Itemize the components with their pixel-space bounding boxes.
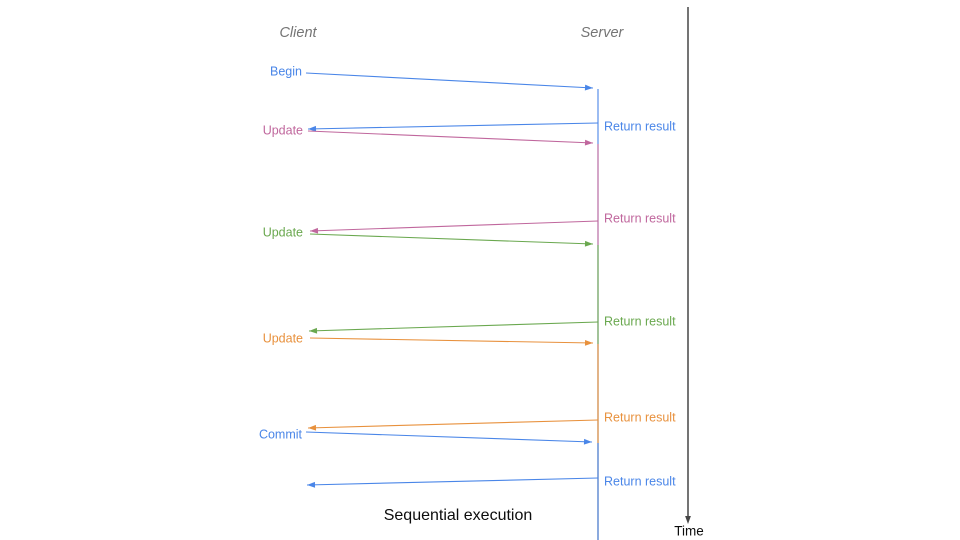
- return-result-label-update-1: Return result: [604, 212, 676, 226]
- request-line-commit: [305, 431, 593, 443]
- diagram-caption: Sequential execution: [383, 507, 533, 524]
- time-axis-arrowhead-icon: [685, 516, 691, 524]
- request-arrowhead-icon: [584, 84, 593, 91]
- return-line-update-3: [307, 419, 599, 429]
- request-arrowhead-icon: [584, 339, 593, 346]
- request-arrowhead-icon: [584, 240, 593, 247]
- server-column-label: Server: [580, 25, 624, 41]
- request-arrowhead-icon: [583, 438, 592, 445]
- time-axis-label: Time: [674, 523, 704, 539]
- message-label-commit: Commit: [259, 428, 303, 442]
- return-arrowhead-icon: [309, 327, 318, 334]
- request-line-begin: [305, 72, 594, 89]
- return-arrowhead-icon: [308, 125, 317, 132]
- message-label-update-3: Update: [263, 332, 303, 346]
- return-result-label-update-3: Return result: [604, 411, 676, 425]
- return-result-label-commit: Return result: [604, 475, 676, 489]
- return-arrowhead-icon: [310, 227, 319, 234]
- request-arrowhead-icon: [584, 139, 593, 146]
- return-line-commit: [306, 477, 599, 486]
- message-label-begin: Begin: [270, 65, 302, 79]
- request-line-update-3: [309, 337, 594, 344]
- message-label-update-1: Update: [263, 124, 303, 138]
- return-line-update-2: [308, 321, 599, 332]
- return-line-begin: [307, 122, 599, 130]
- client-column-label: Client: [279, 25, 317, 41]
- return-arrowhead-icon: [307, 481, 316, 488]
- return-arrowhead-icon: [308, 424, 317, 431]
- return-result-label-update-2: Return result: [604, 315, 676, 329]
- return-result-label-begin: Return result: [604, 120, 676, 134]
- return-line-update-1: [309, 220, 599, 232]
- request-line-update-1: [307, 130, 594, 144]
- request-line-update-2: [309, 233, 594, 245]
- message-label-update-2: Update: [263, 226, 303, 240]
